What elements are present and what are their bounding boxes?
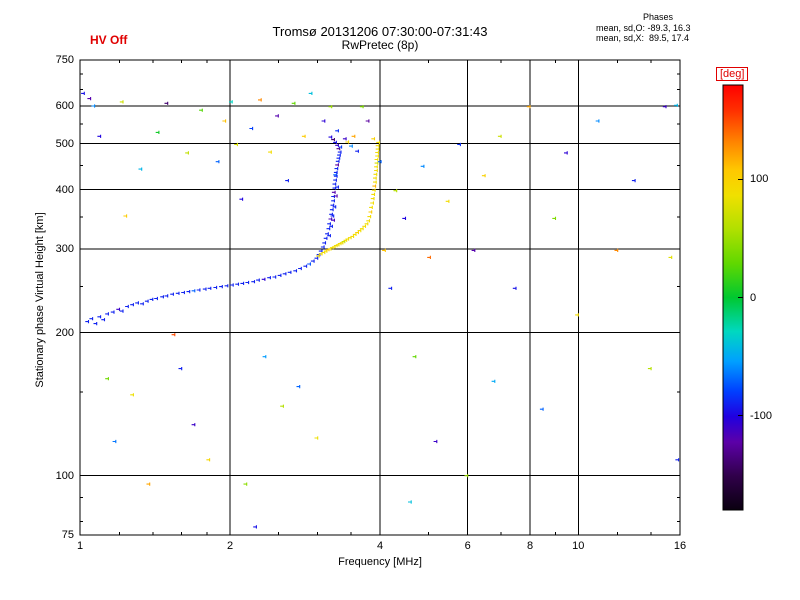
hv-off-label: HV Off [90,33,128,47]
phases-mean-x: mean, sd,X: 89.5, 17.4 [596,33,690,43]
chart-subtitle: RwPretec (8p) [341,38,419,52]
colorbar-tick-label: 100 [750,173,769,186]
y-tick-label: 750 [55,54,74,66]
y-tick-label: 100 [55,469,74,482]
x-tick-label: 1 [76,540,84,552]
phases-mean-o: mean, sd,O: -89.3, 16.3 [596,22,691,33]
y-tick-label: 400 [55,183,74,196]
y-tick-label: 300 [55,243,74,256]
x-tick-label: 10 [572,540,585,552]
colorbar-tick-label: 0 [750,291,757,304]
y-tick-label: 600 [55,100,74,113]
x-tick-label: 4 [376,540,384,552]
x-tick-label: 6 [464,540,471,552]
x-tick-label: 2 [226,540,234,552]
x-tick-label: 8 [526,540,534,552]
chart-title: Tromsø 20131206 07:30:00-07:31:43 [272,24,488,39]
phases-stats: Phases mean, sd,O: -89.3, 16.3 mean, sd,… [596,12,720,44]
colorbar-tick-label: -100 [750,409,773,422]
y-tick-label: 200 [55,326,74,339]
phases-title: Phases [642,12,674,22]
y-tick-label: 500 [55,137,74,150]
y-axis-label: Stationary phase Virtual Height [km] [34,212,46,388]
y-tick-label: 75 [61,529,74,541]
colorbar-unit-label: [deg] [716,67,749,81]
x-tick-label: 16 [673,540,687,552]
x-axis-label: Frequency [MHz] [338,556,422,568]
